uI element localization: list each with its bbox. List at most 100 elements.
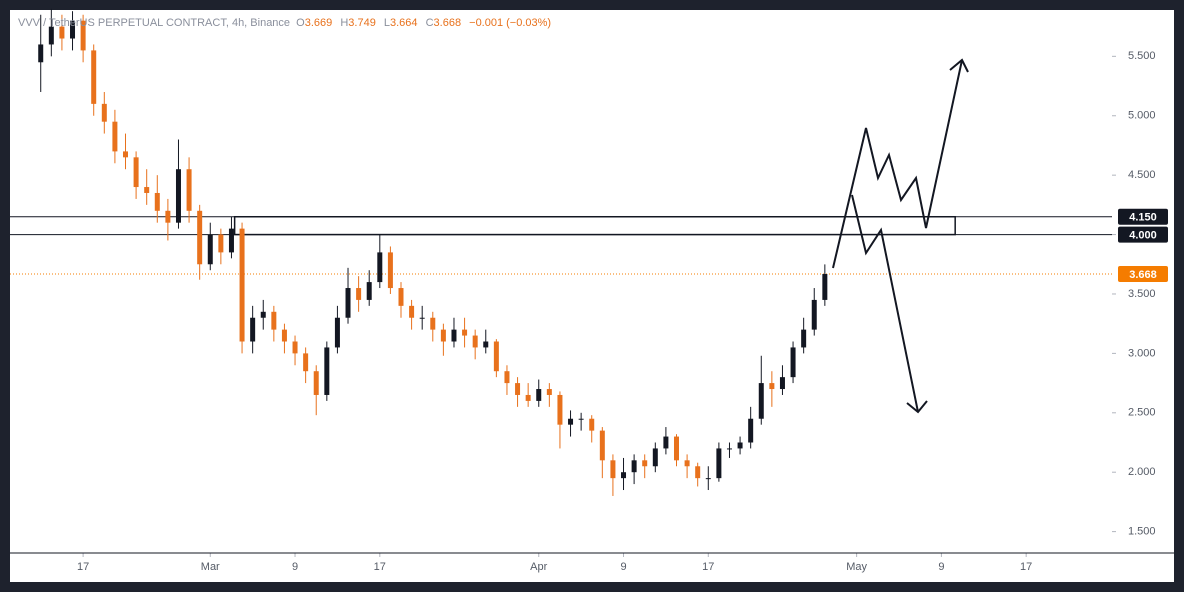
candle-body (652, 448, 658, 467)
candle-body (59, 26, 65, 39)
candle-body (546, 389, 552, 395)
candle-body (292, 341, 298, 354)
candle-body (303, 353, 309, 372)
ohlc-key: H (340, 17, 349, 29)
x-tick-label: 9 (620, 561, 626, 573)
candle-body (345, 288, 351, 318)
candle-body (769, 383, 775, 390)
candle-body (589, 418, 595, 431)
y-tick-label: 5.000 (1128, 110, 1156, 122)
candle-body (631, 460, 637, 473)
zone-box (233, 215, 956, 236)
candle-body (472, 335, 478, 348)
candle-body (811, 299, 817, 330)
candle-body (726, 448, 732, 450)
candle-body (801, 329, 807, 348)
arrow-head (949, 58, 969, 73)
candle-body (334, 317, 340, 348)
candle-body (101, 103, 107, 122)
x-tick-label: 17 (374, 561, 386, 573)
candle-body (705, 478, 711, 480)
candle-body (673, 436, 679, 461)
x-tick-label: 9 (292, 561, 298, 573)
candle-body (197, 210, 203, 265)
candle-body (557, 394, 563, 425)
x-tick-label: 17 (1020, 561, 1032, 573)
candle-body (663, 436, 669, 449)
candle-body (493, 341, 499, 372)
scenario-drawings (832, 58, 969, 414)
candle-body (228, 228, 234, 253)
candle-body (398, 288, 404, 306)
candle-body (387, 252, 393, 289)
y-tick-label: 2.000 (1128, 466, 1156, 478)
y-tick-label: 3.500 (1128, 288, 1156, 300)
x-tick-label: Apr (530, 561, 547, 573)
candle-body (218, 234, 224, 253)
candle-body (695, 466, 701, 479)
candle-body (133, 157, 139, 188)
candle-body (175, 169, 181, 223)
candle-body (38, 44, 44, 63)
candle-body (144, 187, 150, 193)
chart-frame (10, 10, 1174, 582)
candle-body (419, 317, 425, 319)
candle-body (70, 20, 76, 39)
x-tick-label: May (846, 561, 867, 573)
candle-body (748, 418, 754, 443)
arrow-head (906, 400, 928, 414)
candle-body (281, 329, 287, 342)
zone-high-badge-label: 4.150 (1129, 212, 1157, 224)
candle-body (313, 371, 319, 395)
candle-body (642, 460, 648, 467)
candle-body (822, 274, 828, 300)
candle-body (536, 389, 542, 401)
candle-body (684, 460, 690, 467)
candle-body (112, 121, 118, 152)
candle-body (790, 347, 796, 378)
candle-body (324, 347, 330, 395)
candle-body (207, 234, 213, 265)
plot-layer: 1.500 2.000 2.500 3.000 3.500 4.000 4.500 5.000… (10, 8, 1168, 573)
ohlc-value: 3.668 (433, 17, 462, 29)
x-tick-label: Mar (201, 561, 220, 573)
y-tick-label: 5.500 (1128, 50, 1156, 62)
ohlc-key: C (425, 17, 434, 29)
candle-body (525, 394, 531, 401)
candle-body (504, 371, 510, 384)
y-tick-label: 2.500 (1128, 407, 1156, 419)
candle-body (356, 288, 362, 300)
x-tick-label: 17 (77, 561, 89, 573)
candle-body (186, 169, 192, 211)
candle-body (366, 282, 372, 300)
x-tick-label: 17 (702, 561, 714, 573)
candle-body (462, 329, 468, 336)
candle-body (599, 430, 605, 461)
candle-body (568, 418, 574, 425)
candle-body (122, 151, 128, 158)
candle-body (610, 460, 616, 479)
candle-body (779, 377, 785, 390)
bearish-path (851, 194, 919, 413)
symbol-legend: VVV / TetherUS PERPETUAL CONTRACT, 4h, B… (18, 17, 556, 29)
ohlc-key: O (296, 17, 305, 29)
x-tick-label: 9 (938, 561, 944, 573)
candle-body (451, 329, 457, 342)
candle-body (271, 311, 277, 330)
candle-body (409, 305, 415, 318)
y-tick-label: 4.500 (1128, 169, 1156, 181)
candle-body (758, 383, 764, 419)
candle-body (154, 192, 160, 211)
zone-low-badge (1118, 226, 1168, 243)
candle-body (440, 329, 446, 342)
ohlc-value: 3.664 (390, 17, 418, 29)
symbol-title: VVV / TetherUS PERPETUAL CONTRACT, 4h, B… (18, 17, 291, 29)
candle-body (716, 448, 722, 479)
candle-body (239, 228, 245, 342)
candle-body (515, 383, 521, 395)
candle-body (621, 472, 627, 479)
zone-high-badge (1118, 208, 1168, 225)
last-price-badge (1118, 266, 1168, 283)
